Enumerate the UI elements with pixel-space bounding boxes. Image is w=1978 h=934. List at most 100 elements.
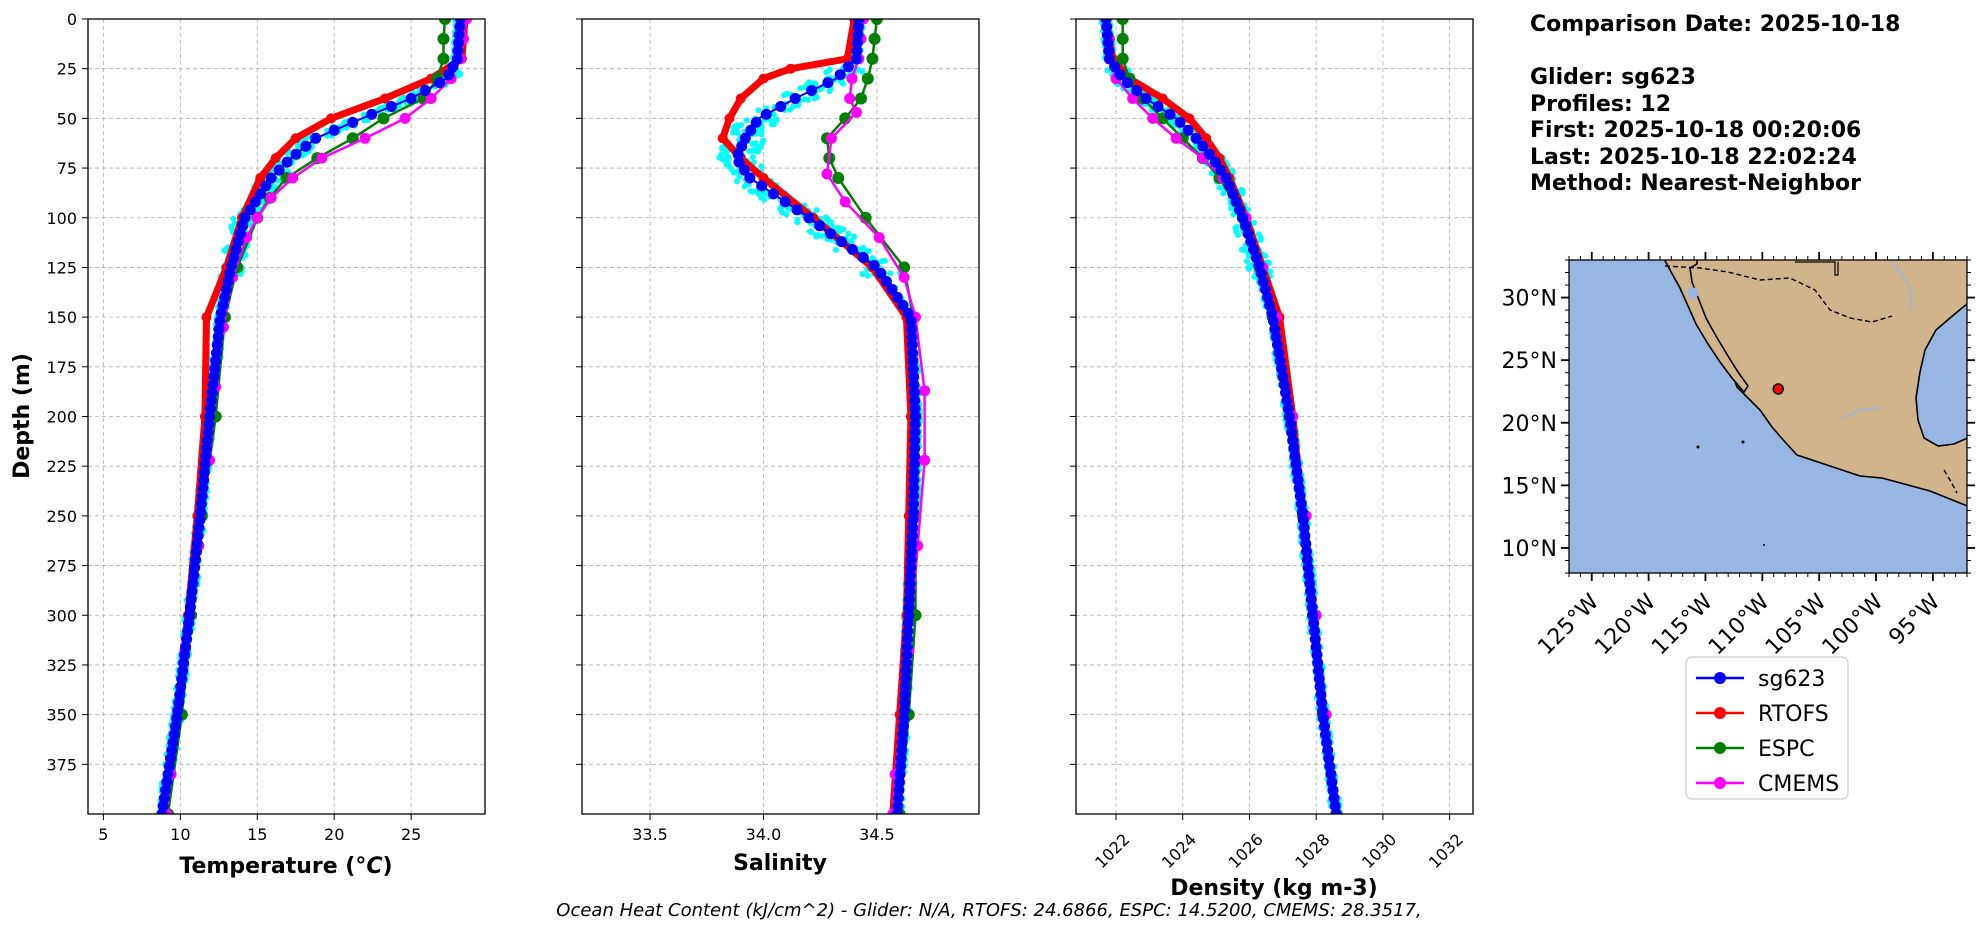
y-tick-label: 150	[46, 308, 77, 327]
series-point-sg623	[1296, 506, 1308, 518]
series-point-sg623	[300, 140, 312, 152]
series-point-rtofs	[201, 312, 212, 323]
glider-raw-point	[758, 194, 765, 201]
series-point-sg623	[405, 93, 417, 104]
series-point-cmems	[316, 152, 328, 164]
map-land-baja	[1663, 260, 1749, 394]
y-tick-label: 100	[46, 209, 77, 228]
series-point-sg623	[902, 617, 914, 629]
series-point-sg623	[1301, 546, 1312, 558]
map-lon-label: 120°W	[1590, 589, 1661, 660]
series-point-sg623	[1210, 156, 1221, 168]
y-tick-label: 350	[46, 706, 77, 725]
series-point-sg623	[310, 132, 322, 144]
glider-raw-point	[845, 230, 852, 237]
series-point-espc	[437, 52, 450, 65]
map-lat-label: 10°N	[1502, 537, 1557, 562]
density-ticks: 1022 1024 1026 1028 1030 1032	[1070, 18, 1467, 872]
series-point-sg623	[909, 426, 921, 438]
series-point-sg623	[894, 768, 906, 780]
series-point-sg623	[875, 267, 887, 279]
glider-raw-point	[812, 80, 819, 87]
series-point-sg623	[857, 252, 869, 263]
series-point-sg623	[453, 29, 465, 41]
series-point-cmems	[919, 454, 931, 466]
series-point-sg623	[265, 172, 277, 184]
salinity-series	[717, 19, 931, 814]
ocean-heat-content-note: Ocean Heat Content (kJ/cm^2) - Glider: N…	[556, 900, 1422, 921]
legend-marker-rtofs	[1714, 707, 1726, 719]
series-point-sg623	[908, 490, 920, 502]
series-point-sg623	[775, 101, 787, 112]
series-point-rtofs	[842, 53, 853, 64]
series-point-sg623	[903, 609, 915, 621]
series-point-sg623	[328, 124, 340, 136]
series-point-sg623	[893, 784, 905, 796]
series-point-sg623	[1140, 93, 1152, 104]
x-tick-label: 1022	[1091, 830, 1133, 872]
glider-raw-point	[832, 247, 839, 253]
salinity-xlabel: Salinity	[733, 851, 827, 876]
glider-raw-point	[783, 90, 790, 97]
series-point-sg623	[908, 482, 920, 494]
series-point-sg623	[906, 546, 918, 558]
series-point-espc	[832, 172, 845, 184]
series-point-sg623	[281, 156, 293, 168]
series-point-sg623	[899, 689, 911, 701]
series-point-sg623	[1313, 673, 1325, 685]
glider-location-marker	[1772, 383, 1784, 395]
glider-raw-point	[787, 106, 794, 113]
legend-marker-sg623	[1714, 672, 1726, 684]
series-point-sg623	[1329, 800, 1341, 812]
series-point-sg623	[1131, 85, 1143, 96]
series-point-cmems	[1147, 112, 1159, 124]
glider-raw-point	[859, 271, 866, 277]
comparison-date: Comparison Date: 2025-10-18	[1530, 12, 1901, 37]
series-point-sg623	[851, 53, 862, 65]
series-point-sg623	[750, 116, 762, 128]
x-tick-label: 34.0	[746, 825, 782, 844]
series-point-sg623	[898, 713, 910, 725]
series-point-sg623	[803, 212, 815, 224]
interpolation-method: Method: Nearest-Neighbor	[1530, 171, 1861, 196]
series-point-sg623	[906, 323, 917, 335]
series-point-sg623	[836, 236, 847, 248]
density-panel: 1022 1024 1026 1028 1030 1032 Density (kg m-3…	[1070, 18, 1474, 901]
glider-raw-point	[230, 215, 237, 222]
series-point-sg623	[791, 204, 803, 216]
series-point-sg623	[906, 530, 918, 542]
glider-raw-point	[762, 189, 768, 196]
glider-raw-point	[804, 80, 811, 87]
series-point-sg623	[907, 514, 919, 526]
map-lon-label: 95°W	[1884, 589, 1945, 650]
glider-raw-point	[758, 131, 765, 138]
series-point-sg623	[814, 220, 826, 232]
series-point-sg623	[290, 148, 302, 160]
series-point-sg623	[419, 85, 431, 96]
series-point-sg623	[904, 585, 916, 597]
series-point-sg623	[900, 665, 912, 677]
x-tick-label: 33.5	[632, 825, 668, 844]
series-point-sg623	[1302, 562, 1314, 573]
series-point-sg623	[198, 474, 210, 486]
x-tick-label: 1030	[1358, 830, 1400, 872]
map-lat-label: 25°N	[1502, 349, 1557, 374]
glider-raw-point	[851, 233, 858, 240]
series-point-sg623	[1309, 625, 1320, 637]
map-island	[1696, 445, 1700, 449]
map-lon-label: 115°W	[1647, 589, 1718, 660]
series-point-sg623	[906, 538, 918, 550]
series-point-sg623	[1313, 665, 1324, 677]
series-point-sg623	[201, 434, 213, 446]
series-point-sg623	[260, 180, 272, 192]
series-point-sg623	[899, 681, 911, 693]
series-point-cmems	[425, 93, 437, 104]
glider-raw-point	[1228, 205, 1235, 212]
series-point-sg623	[892, 792, 904, 804]
series-point-cmems	[839, 196, 851, 208]
y-tick-label: 250	[46, 507, 77, 526]
density-series	[1100, 19, 1343, 814]
series-point-sg623	[1174, 116, 1186, 128]
series-point-sg623	[891, 291, 903, 303]
map-border-us-mexico	[1664, 265, 1893, 323]
